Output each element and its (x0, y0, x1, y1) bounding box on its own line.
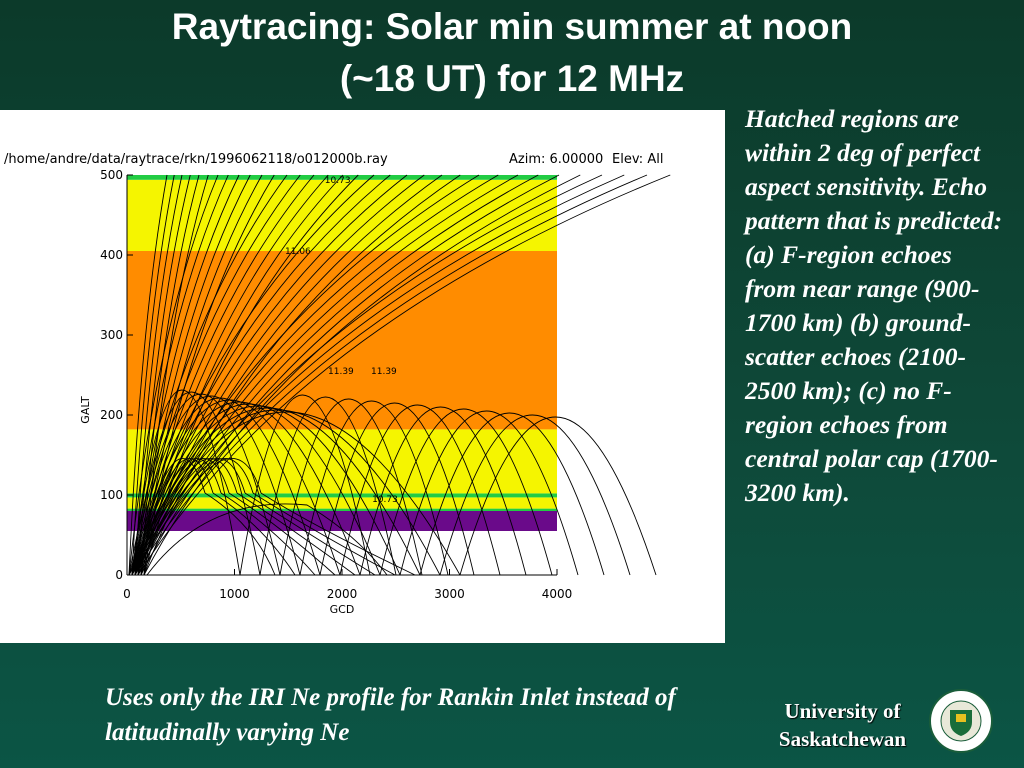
rays (128, 174, 671, 576)
ray (236, 492, 356, 576)
ray (134, 458, 230, 576)
ray (252, 492, 396, 576)
ray (131, 403, 381, 576)
altitude-band (127, 511, 557, 531)
x-tick-label: 1000 (219, 587, 250, 601)
y-tick-label: 400 (100, 248, 123, 262)
ray (459, 416, 657, 576)
ray (244, 492, 376, 576)
ray (131, 401, 361, 576)
ray (204, 492, 276, 576)
ray (131, 393, 281, 576)
ray (128, 174, 168, 576)
title-line: Raytracing: Solar min summer at noon (171, 6, 853, 47)
ray (134, 174, 240, 576)
ray (128, 174, 375, 576)
ray (339, 404, 501, 576)
ray (131, 395, 301, 576)
y-tick-label: 300 (100, 328, 123, 342)
ray (137, 174, 251, 576)
ray (134, 174, 648, 576)
x-axis-label: GCD (330, 603, 355, 616)
altitude-band (127, 493, 557, 498)
ray (359, 406, 527, 576)
x-tick-label: 0 (123, 587, 131, 601)
y-axis-label: GALT (79, 396, 92, 424)
ray (131, 174, 175, 576)
ray (134, 458, 262, 576)
ray (379, 408, 553, 576)
ray (143, 174, 209, 576)
contour-annotation: 10.73 (325, 176, 351, 186)
ray (143, 174, 461, 576)
contour-annotation: 11.06 (285, 247, 311, 257)
ray (419, 412, 605, 576)
ray (134, 458, 238, 576)
ray (131, 411, 461, 576)
y-tick-label: 200 (100, 408, 123, 422)
ray (140, 174, 560, 576)
ray (134, 174, 183, 576)
ray (131, 174, 229, 576)
ray (134, 458, 246, 576)
ray (134, 458, 222, 576)
ray (131, 391, 261, 576)
ray (146, 503, 388, 576)
ray (131, 409, 441, 576)
ray (134, 458, 214, 576)
altitude-band (127, 508, 557, 511)
ray (439, 414, 631, 576)
ray (134, 458, 254, 576)
ray (399, 410, 579, 576)
contour-annotation: 11.39 (371, 367, 397, 377)
ray (279, 398, 423, 576)
ray (319, 402, 475, 576)
ray (260, 492, 416, 576)
footnote: Uses only the IRI Ne profile for Rankin … (105, 684, 676, 746)
ray (137, 174, 539, 576)
x-tick-label: 2000 (327, 587, 358, 601)
y-tick-label: 100 (100, 488, 123, 502)
raytrace-figure: /home/andre/data/raytrace/rkn/1996062118… (0, 110, 725, 643)
figure-elev: Elev: All (612, 152, 663, 167)
ray (137, 174, 671, 576)
x-tick-label: 4000 (542, 587, 573, 601)
ray (128, 174, 219, 576)
ray (134, 458, 206, 576)
ray (212, 492, 296, 576)
crest-shield (950, 710, 972, 736)
crest-sheaf (956, 714, 966, 722)
altitude-band (127, 497, 557, 509)
ray (228, 492, 336, 576)
ray (220, 492, 316, 576)
ray (131, 389, 241, 576)
y-tick-label: 500 (100, 168, 123, 182)
figure-path: /home/andre/data/raytrace/rkn/1996062118… (4, 152, 388, 167)
contour-annotation: 10.73 (372, 495, 398, 505)
ray (134, 174, 519, 576)
notes: Hatched regions are within 2 deg of perf… (745, 104, 1003, 507)
y-tick-label: 0 (115, 568, 123, 582)
ray (131, 407, 421, 576)
ray (134, 174, 408, 576)
university-name: University of Saskatchewan (778, 699, 907, 751)
university-crest (929, 689, 993, 753)
figure-azim: Azim: 6.00000 (509, 152, 603, 167)
ray (299, 400, 449, 576)
ray (131, 397, 321, 576)
x-tick-label: 3000 (434, 587, 465, 601)
ray (131, 399, 341, 576)
altitude-band (127, 175, 557, 180)
title-line: (~18 UT) for 12 MHz (339, 58, 685, 99)
ray (131, 174, 625, 576)
contour-annotation: 11.39 (328, 367, 354, 377)
ray (259, 396, 397, 576)
